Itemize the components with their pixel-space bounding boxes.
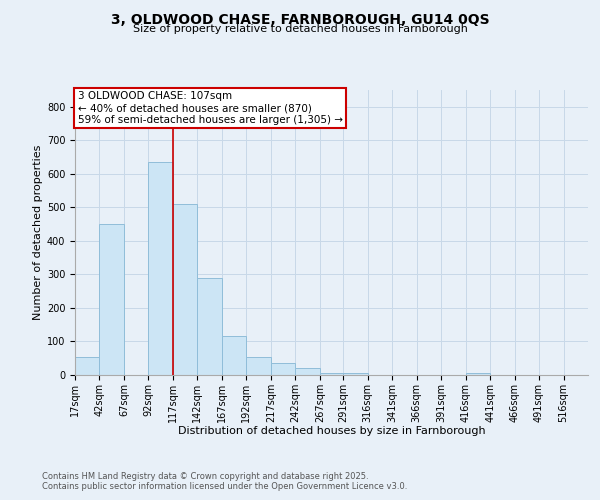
Bar: [173, 204, 197, 375]
X-axis label: Distribution of detached houses by size in Farnborough: Distribution of detached houses by size …: [178, 426, 485, 436]
Text: Size of property relative to detached houses in Farnborough: Size of property relative to detached ho…: [133, 24, 467, 34]
Text: 3, OLDWOOD CHASE, FARNBOROUGH, GU14 0QS: 3, OLDWOOD CHASE, FARNBOROUGH, GU14 0QS: [110, 12, 490, 26]
Bar: [148, 162, 173, 375]
Bar: [247, 356, 271, 375]
Bar: [343, 374, 368, 375]
Bar: [197, 278, 222, 375]
Bar: [295, 368, 320, 375]
Y-axis label: Number of detached properties: Number of detached properties: [32, 145, 43, 320]
Bar: [320, 374, 344, 375]
Bar: [100, 224, 124, 375]
Bar: [75, 356, 100, 375]
Bar: [222, 336, 247, 375]
Text: Contains public sector information licensed under the Open Government Licence v3: Contains public sector information licen…: [42, 482, 407, 491]
Text: 3 OLDWOOD CHASE: 107sqm
← 40% of detached houses are smaller (870)
59% of semi-d: 3 OLDWOOD CHASE: 107sqm ← 40% of detache…: [77, 92, 343, 124]
Bar: [466, 374, 490, 375]
Text: Contains HM Land Registry data © Crown copyright and database right 2025.: Contains HM Land Registry data © Crown c…: [42, 472, 368, 481]
Bar: [271, 364, 295, 375]
